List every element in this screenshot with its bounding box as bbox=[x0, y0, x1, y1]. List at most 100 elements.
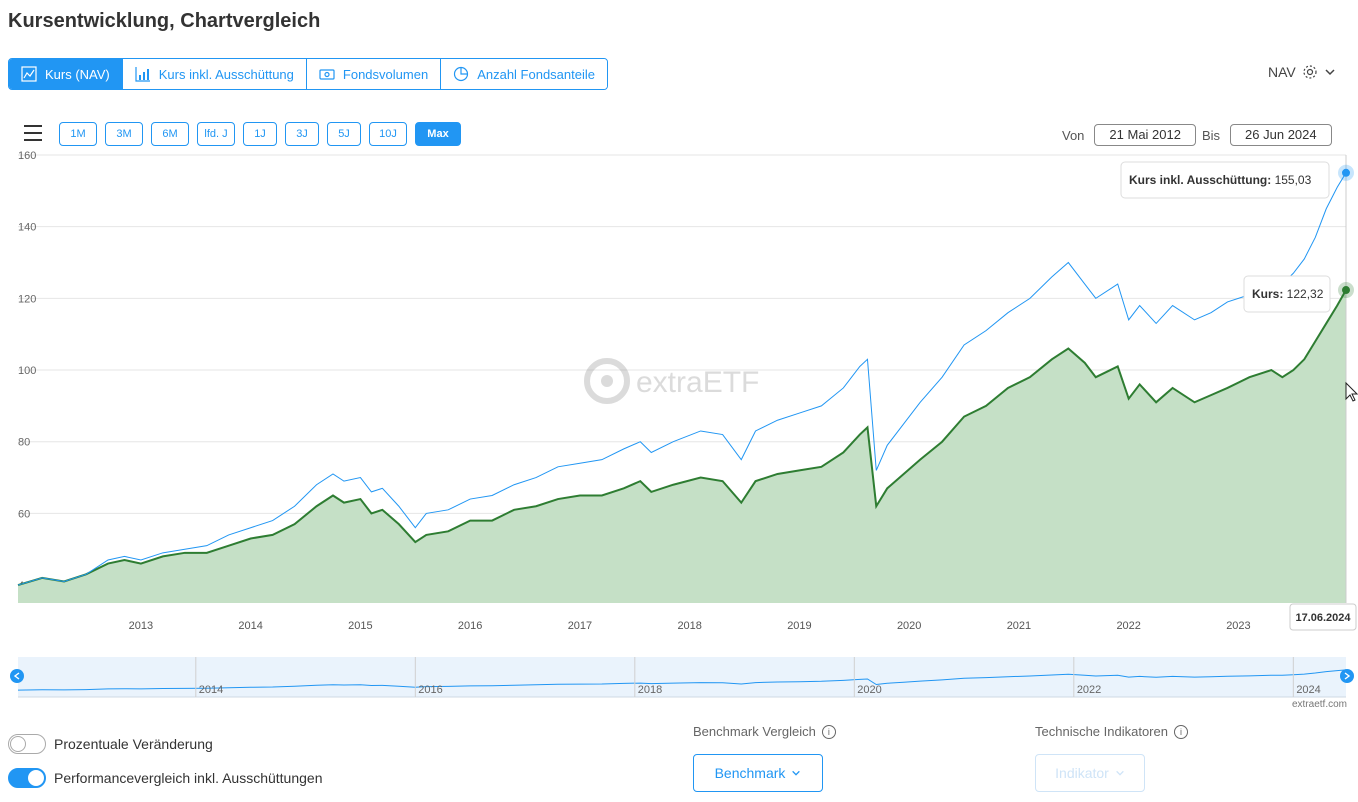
x-tick-label: 2016 bbox=[458, 620, 482, 632]
kurs-ausschuettung-series-line bbox=[17, 172, 1347, 586]
gear-icon bbox=[1303, 65, 1317, 79]
indicator-button-label: Indikator bbox=[1055, 765, 1109, 781]
x-tick-label: 2021 bbox=[1007, 620, 1031, 632]
range-button-3j[interactable]: 3J bbox=[285, 122, 319, 146]
price-chart: 406080100120140160extraETF20132014201520… bbox=[10, 150, 1358, 710]
navigator-right-handle[interactable] bbox=[1340, 669, 1354, 683]
navigator-background bbox=[18, 657, 1346, 697]
date-label-box bbox=[1289, 603, 1357, 631]
range-button-3m[interactable]: 3M bbox=[105, 122, 143, 146]
nav-selector[interactable]: NAV bbox=[1268, 64, 1336, 80]
bar-chart-icon bbox=[135, 67, 150, 82]
chevron-down-icon bbox=[1325, 69, 1335, 76]
x-tick-label: 2018 bbox=[677, 620, 701, 632]
range-button-1m[interactable]: 1M bbox=[59, 122, 97, 146]
from-label: Von bbox=[1062, 127, 1085, 143]
chart-options: Prozentuale Veränderung Performancevergl… bbox=[8, 734, 322, 802]
tab-label: Anzahl Fondsanteile bbox=[477, 66, 595, 82]
money-icon bbox=[319, 69, 335, 80]
y-tick-label: 100 bbox=[18, 365, 36, 377]
tab-label: Kurs (NAV) bbox=[45, 66, 110, 82]
range-button-ytd[interactable]: lfd. J bbox=[197, 122, 235, 146]
range-button-1j[interactable]: 1J bbox=[243, 122, 277, 146]
tab-kurs-ausschuettung[interactable]: Kurs inkl. Ausschüttung bbox=[122, 59, 307, 89]
chevron-left-glyph bbox=[13, 672, 20, 680]
chevron-down-icon bbox=[1116, 770, 1124, 776]
tooltip-text: Kurs inkl. Ausschüttung: 155,03 bbox=[1129, 173, 1312, 187]
tooltip-kurs-ausschuettung: Kurs inkl. Ausschüttung: 155,03 bbox=[1120, 161, 1330, 199]
info-icon[interactable]: i bbox=[1173, 724, 1188, 739]
navigator-credit: extraetf.com bbox=[1292, 699, 1347, 710]
date-range: Von 21 Mai 2012 Bis 26 Jun 2024 bbox=[1062, 124, 1338, 146]
range-button-max[interactable]: Max bbox=[415, 122, 461, 146]
hamburger-menu-icon[interactable] bbox=[24, 125, 42, 141]
x-tick-label: 2020 bbox=[897, 620, 921, 632]
x-tick-label: 2014 bbox=[238, 620, 262, 632]
watermark-text: extraETF bbox=[636, 366, 759, 399]
tooltip-label: Kurs: bbox=[1252, 287, 1287, 301]
info-icon[interactable]: i bbox=[821, 724, 836, 739]
line-chart-icon bbox=[21, 66, 37, 82]
kurs-end-point bbox=[1342, 286, 1350, 295]
navigator-label: 2014 bbox=[199, 684, 223, 696]
watermark-logo-dot bbox=[601, 375, 613, 387]
benchmark-section-label: Benchmark Vergleich i bbox=[693, 724, 836, 739]
kurs-area bbox=[18, 290, 1346, 603]
range-selector: 1M 3M 6M lfd. J 1J 3J 5J 10J Max bbox=[59, 122, 461, 146]
chart-type-tabs: Kurs (NAV) Kurs inkl. Ausschüttung Fonds… bbox=[8, 58, 608, 90]
tab-anzahl-fondsanteile[interactable]: Anzahl Fondsanteile bbox=[441, 59, 607, 89]
range-button-5j[interactable]: 5J bbox=[327, 122, 361, 146]
navigator-label: 2024 bbox=[1296, 684, 1320, 696]
navigator-left-handle[interactable] bbox=[10, 669, 24, 683]
tab-kurs-nav[interactable]: Kurs (NAV) bbox=[9, 59, 123, 89]
date-label-text: 17.06.2024 bbox=[1295, 612, 1351, 624]
benchmark-button[interactable]: Benchmark bbox=[693, 754, 823, 792]
kurs-series-line bbox=[17, 289, 1347, 587]
performance-distribution-toggle[interactable] bbox=[8, 768, 46, 788]
y-tick-label: 140 bbox=[18, 222, 36, 234]
watermark-logo: extraETF bbox=[584, 358, 759, 404]
y-tick-label: 80 bbox=[18, 437, 30, 449]
percent-change-toggle[interactable] bbox=[8, 734, 46, 754]
tooltip-box bbox=[1120, 161, 1330, 199]
tab-label: Fondsvolumen bbox=[342, 66, 429, 82]
tooltip-value: 122,32 bbox=[1287, 287, 1324, 301]
tooltip-value: 155,03 bbox=[1275, 173, 1312, 187]
x-tick-label: 2022 bbox=[1116, 620, 1140, 632]
tooltip-text: Kurs: 122,32 bbox=[1252, 287, 1324, 301]
navigator-label: 2016 bbox=[418, 684, 442, 696]
navigator-label: 2022 bbox=[1077, 684, 1101, 696]
y-tick-label: 160 bbox=[18, 150, 36, 162]
to-date-input[interactable]: 26 Jun 2024 bbox=[1230, 124, 1332, 146]
tab-label: Kurs inkl. Ausschüttung bbox=[158, 66, 294, 82]
chevron-right-glyph bbox=[1344, 672, 1351, 680]
tooltip-kurs: Kurs: 122,32 bbox=[1243, 275, 1331, 313]
x-tick-label: 2023 bbox=[1226, 620, 1250, 632]
navigator-series-line bbox=[17, 669, 1347, 691]
chevron-left-icon bbox=[10, 669, 24, 683]
watermark-logo-icon bbox=[584, 358, 630, 404]
navigator-label: 2018 bbox=[638, 684, 662, 696]
range-button-6m[interactable]: 6M bbox=[151, 122, 189, 146]
x-tick-label: 2013 bbox=[129, 620, 153, 632]
y-tick-label: 120 bbox=[18, 293, 36, 305]
tooltip-box bbox=[1243, 275, 1331, 313]
indicator-section-label: Technische Indikatoren i bbox=[1035, 724, 1188, 739]
cursor-icon bbox=[1345, 381, 1358, 402]
crosshair-date-label: 17.06.2024 bbox=[1289, 603, 1357, 631]
indicator-heading: Technische Indikatoren bbox=[1035, 724, 1168, 739]
page-title: Kursentwicklung, Chartvergleich bbox=[8, 10, 321, 32]
x-tick-label: 2017 bbox=[568, 620, 592, 632]
navigator-label: 2020 bbox=[857, 684, 881, 696]
to-label: Bis bbox=[1201, 127, 1221, 143]
x-tick-label: 2019 bbox=[787, 620, 811, 632]
benchmark-heading: Benchmark Vergleich bbox=[693, 724, 816, 739]
x-tick-label: 2015 bbox=[348, 620, 372, 632]
y-tick-label: 60 bbox=[18, 508, 30, 520]
tab-fondsvolumen[interactable]: Fondsvolumen bbox=[306, 59, 442, 89]
range-button-10j[interactable]: 10J bbox=[369, 122, 407, 146]
from-date-input[interactable]: 21 Mai 2012 bbox=[1094, 124, 1196, 146]
pie-chart-icon bbox=[454, 66, 469, 82]
indicator-button: Indikator bbox=[1035, 754, 1145, 792]
toggle-label: Prozentuale Veränderung bbox=[54, 736, 213, 752]
